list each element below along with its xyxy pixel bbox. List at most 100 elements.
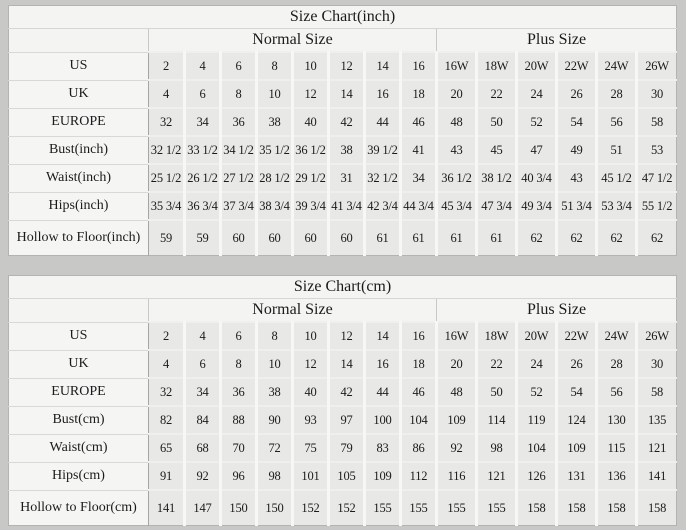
table-row: UK 4 6 8 10 12 14 16 18 20 22 24 26 28 30 xyxy=(8,79,677,108)
size-cell: 14 xyxy=(327,349,365,378)
size-cell: 16W xyxy=(435,321,477,350)
size-cell: 6 xyxy=(219,321,257,350)
size-cell: 136 xyxy=(595,461,637,490)
size-cell: 30 xyxy=(634,79,677,108)
size-cell: 155 xyxy=(399,489,437,526)
size-cell: 155 xyxy=(363,489,401,526)
size-cell: 100 xyxy=(363,405,401,434)
size-cell: 20 xyxy=(435,79,477,108)
size-cell: 10 xyxy=(291,321,329,350)
size-cell: 16W xyxy=(435,51,477,80)
size-cell: 62 xyxy=(555,219,597,256)
size-cell: 152 xyxy=(327,489,365,526)
size-cell: 32 xyxy=(148,377,185,406)
size-cell: 82 xyxy=(148,405,185,434)
table-row: Bust(inch) 32 1/2 33 1/2 34 1/2 35 1/2 36 1/2… xyxy=(8,135,677,164)
row-label: Bust(inch) xyxy=(8,135,149,164)
size-cell: 14 xyxy=(363,51,401,80)
size-cell: 92 xyxy=(435,433,477,462)
size-cell: 90 xyxy=(255,405,293,434)
size-cell: 52 xyxy=(515,107,557,136)
size-cell: 22 xyxy=(475,349,517,378)
table-row: EUROPE 32 34 36 38 40 42 44 46 48 50 52 54 56 58 xyxy=(8,377,677,406)
size-cell: 79 xyxy=(327,433,365,462)
size-cell: 4 xyxy=(148,79,185,108)
size-cell: 28 xyxy=(595,349,637,378)
size-cell: 22W xyxy=(555,51,597,80)
row-label: EUROPE xyxy=(8,377,149,406)
size-cell: 8 xyxy=(255,321,293,350)
size-cell: 48 xyxy=(435,377,477,406)
size-cell: 47 xyxy=(515,135,557,164)
size-cell: 2 xyxy=(148,321,185,350)
size-cell: 34 xyxy=(183,107,221,136)
size-cell: 39 1/2 xyxy=(363,135,401,164)
size-cell: 55 1/2 xyxy=(634,191,677,220)
size-cell: 93 xyxy=(291,405,329,434)
group-header-plus-size: Plus Size xyxy=(435,28,677,52)
size-cell: 18 xyxy=(399,349,437,378)
size-cell: 86 xyxy=(399,433,437,462)
size-cell: 98 xyxy=(255,461,293,490)
size-cell: 14 xyxy=(363,321,401,350)
size-cell: 42 3/4 xyxy=(363,191,401,220)
size-cell: 109 xyxy=(363,461,401,490)
size-cell: 92 xyxy=(183,461,221,490)
size-cell: 61 xyxy=(399,219,437,256)
size-cell: 158 xyxy=(595,489,637,526)
group-header-plus-size: Plus Size xyxy=(435,298,677,322)
size-cell: 152 xyxy=(291,489,329,526)
size-cell: 88 xyxy=(219,405,257,434)
row-label: Waist(inch) xyxy=(8,163,149,192)
size-cell: 43 xyxy=(555,163,597,192)
row-label: Waist(cm) xyxy=(8,433,149,462)
size-cell: 22W xyxy=(555,321,597,350)
size-cell: 36 xyxy=(219,107,257,136)
size-cell: 45 3/4 xyxy=(435,191,477,220)
size-cell: 16 xyxy=(399,321,437,350)
size-cell: 36 1/2 xyxy=(435,163,477,192)
size-cell: 45 1/2 xyxy=(595,163,637,192)
size-cell: 8 xyxy=(219,79,257,108)
size-cell: 18W xyxy=(475,51,517,80)
size-cell: 68 xyxy=(183,433,221,462)
row-label: UK xyxy=(8,349,149,378)
size-cell: 50 xyxy=(475,377,517,406)
size-cell: 34 xyxy=(399,163,437,192)
size-cell: 56 xyxy=(595,107,637,136)
size-cell: 26 1/2 xyxy=(183,163,221,192)
size-cell: 38 xyxy=(255,377,293,406)
size-cell: 36 3/4 xyxy=(183,191,221,220)
size-cell: 150 xyxy=(219,489,257,526)
size-cell: 38 xyxy=(327,135,365,164)
row-label: US xyxy=(8,321,149,350)
size-cell: 41 xyxy=(399,135,437,164)
size-cell: 50 xyxy=(475,107,517,136)
size-cell: 105 xyxy=(327,461,365,490)
size-cell: 61 xyxy=(475,219,517,256)
table-row: Hollow to Floor(inch) 59 59 60 60 60 60 61 61 61 6… xyxy=(8,219,677,256)
size-cell: 60 xyxy=(327,219,365,256)
size-cell: 35 1/2 xyxy=(255,135,293,164)
size-cell: 141 xyxy=(148,489,185,526)
size-cell: 42 xyxy=(327,377,365,406)
group-header-normal-size: Normal Size xyxy=(148,298,437,322)
size-cell: 36 xyxy=(219,377,257,406)
size-cell: 60 xyxy=(291,219,329,256)
size-cell: 38 xyxy=(255,107,293,136)
size-cell: 126 xyxy=(515,461,557,490)
size-cell: 44 xyxy=(363,377,401,406)
size-cell: 53 3/4 xyxy=(595,191,637,220)
row-label: Hollow to Floor(cm) xyxy=(8,489,149,526)
size-cell: 38 3/4 xyxy=(255,191,293,220)
size-cell: 56 xyxy=(595,377,637,406)
table-row: Hips(inch) 35 3/4 36 3/4 37 3/4 38 3/4 39 3/4… xyxy=(8,191,677,220)
size-cell: 12 xyxy=(291,79,329,108)
size-cell: 116 xyxy=(435,461,477,490)
size-cell: 6 xyxy=(183,79,221,108)
size-cell: 32 1/2 xyxy=(148,135,185,164)
size-cell: 61 xyxy=(363,219,401,256)
size-cell: 16 xyxy=(399,51,437,80)
size-cell: 104 xyxy=(399,405,437,434)
size-cell: 26 xyxy=(555,349,597,378)
